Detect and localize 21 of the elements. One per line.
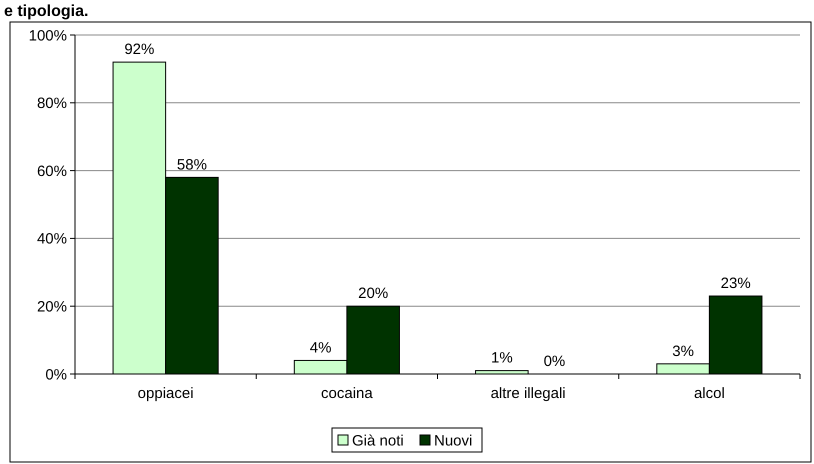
- y-tick-label: 80%: [36, 95, 67, 112]
- text: 20%: [358, 285, 388, 302]
- y-tick-label: 0%: [45, 366, 67, 384]
- y-tick-label: 60%: [36, 162, 67, 180]
- legend-label: Nuovi: [434, 432, 472, 450]
- text: 92%: [124, 41, 154, 58]
- chart-title: e tipologia.: [4, 3, 88, 20]
- x-tick-label: cocaina: [321, 385, 374, 402]
- x-tick-label: oppiacei: [138, 385, 194, 402]
- x-tick-label: altre illegali: [490, 385, 566, 402]
- text: 3%: [672, 342, 694, 360]
- x-tick-label: alcol: [694, 385, 725, 402]
- text: 0%: [544, 353, 566, 370]
- text: 4%: [310, 339, 332, 356]
- y-tick-label: 20%: [36, 298, 67, 316]
- y-tick-label: 40%: [36, 230, 67, 248]
- y-tick-label: 100%: [28, 27, 67, 44]
- legend-label: Già noti: [352, 432, 404, 450]
- text: 1%: [491, 350, 513, 367]
- text: 23%: [720, 275, 751, 292]
- text: 58%: [176, 156, 207, 174]
